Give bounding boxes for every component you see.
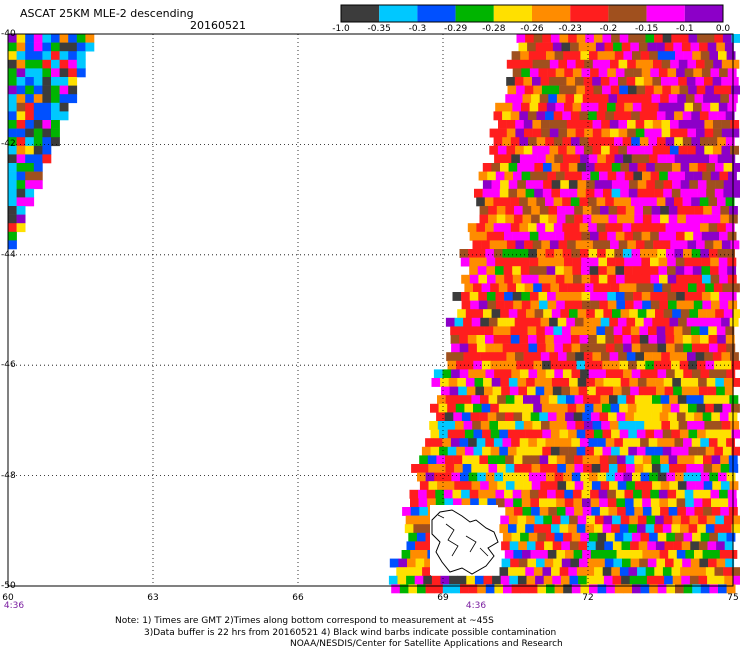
latitude-label: -40 bbox=[1, 29, 16, 39]
colorbar-swatch bbox=[341, 5, 380, 22]
colorbar-label: -0.1 bbox=[676, 24, 694, 34]
colorbar-label: -0.28 bbox=[482, 24, 506, 34]
colorbar-swatch bbox=[646, 5, 685, 22]
colorbar-label: -0.15 bbox=[634, 24, 659, 34]
longitude-label: 69 bbox=[437, 593, 449, 603]
latitude-label: -46 bbox=[1, 360, 16, 371]
time-label-mid: 4:36 bbox=[465, 601, 487, 611]
latitude-label: -48 bbox=[1, 470, 16, 481]
note-line-1: Note: 1) Times are GMT 2)Times along bot… bbox=[115, 616, 494, 626]
longitude-label: 72 bbox=[582, 593, 594, 603]
colorbar-swatch bbox=[417, 5, 456, 22]
kerguelen-island bbox=[430, 505, 499, 575]
map-frame bbox=[7, 33, 734, 587]
longitude-label: 63 bbox=[147, 593, 159, 603]
colorbar-label: -0.3 bbox=[408, 24, 427, 34]
colorbar-swatch bbox=[455, 5, 494, 22]
latitude-label: -42 bbox=[1, 139, 16, 150]
note-line-3: NOAA/NESDIS/Center for Satellite Applica… bbox=[290, 639, 563, 649]
colorbar-label: -0.23 bbox=[558, 24, 582, 34]
colorbar-label: -0.26 bbox=[520, 24, 544, 34]
longitude-label: 66 bbox=[292, 593, 304, 603]
colorbar-swatch bbox=[684, 5, 723, 22]
colorbar-label: -0.2 bbox=[599, 24, 618, 34]
colorbar-swatch bbox=[570, 5, 609, 22]
note-line-2: 3)Data buffer is 22 hrs from 20160521 4)… bbox=[144, 628, 557, 638]
colorbar-swatch bbox=[493, 5, 532, 22]
graticule bbox=[8, 34, 733, 586]
latitude-label: -50 bbox=[1, 581, 16, 591]
swath-cells bbox=[8, 34, 740, 594]
colorbar-swatch bbox=[379, 5, 418, 22]
map-title: ASCAT 25KM MLE-2 descending bbox=[20, 7, 194, 20]
longitude-label: 60 bbox=[2, 593, 14, 603]
colorbar-label: 0.0 bbox=[715, 24, 731, 34]
colorbar-swatch bbox=[532, 5, 571, 22]
longitude-label: 75 bbox=[727, 593, 739, 603]
map-date: 20160521 bbox=[190, 19, 246, 32]
colorbar-label: -0.35 bbox=[367, 24, 391, 34]
colorbar-label: -1.0 bbox=[332, 24, 350, 34]
colorbar-swatch bbox=[608, 5, 647, 22]
latitude-label: -44 bbox=[1, 249, 16, 260]
colorbar-label: -0.29 bbox=[443, 24, 468, 34]
time-label-left: 4:36 bbox=[3, 601, 25, 611]
colorbar bbox=[340, 4, 724, 23]
